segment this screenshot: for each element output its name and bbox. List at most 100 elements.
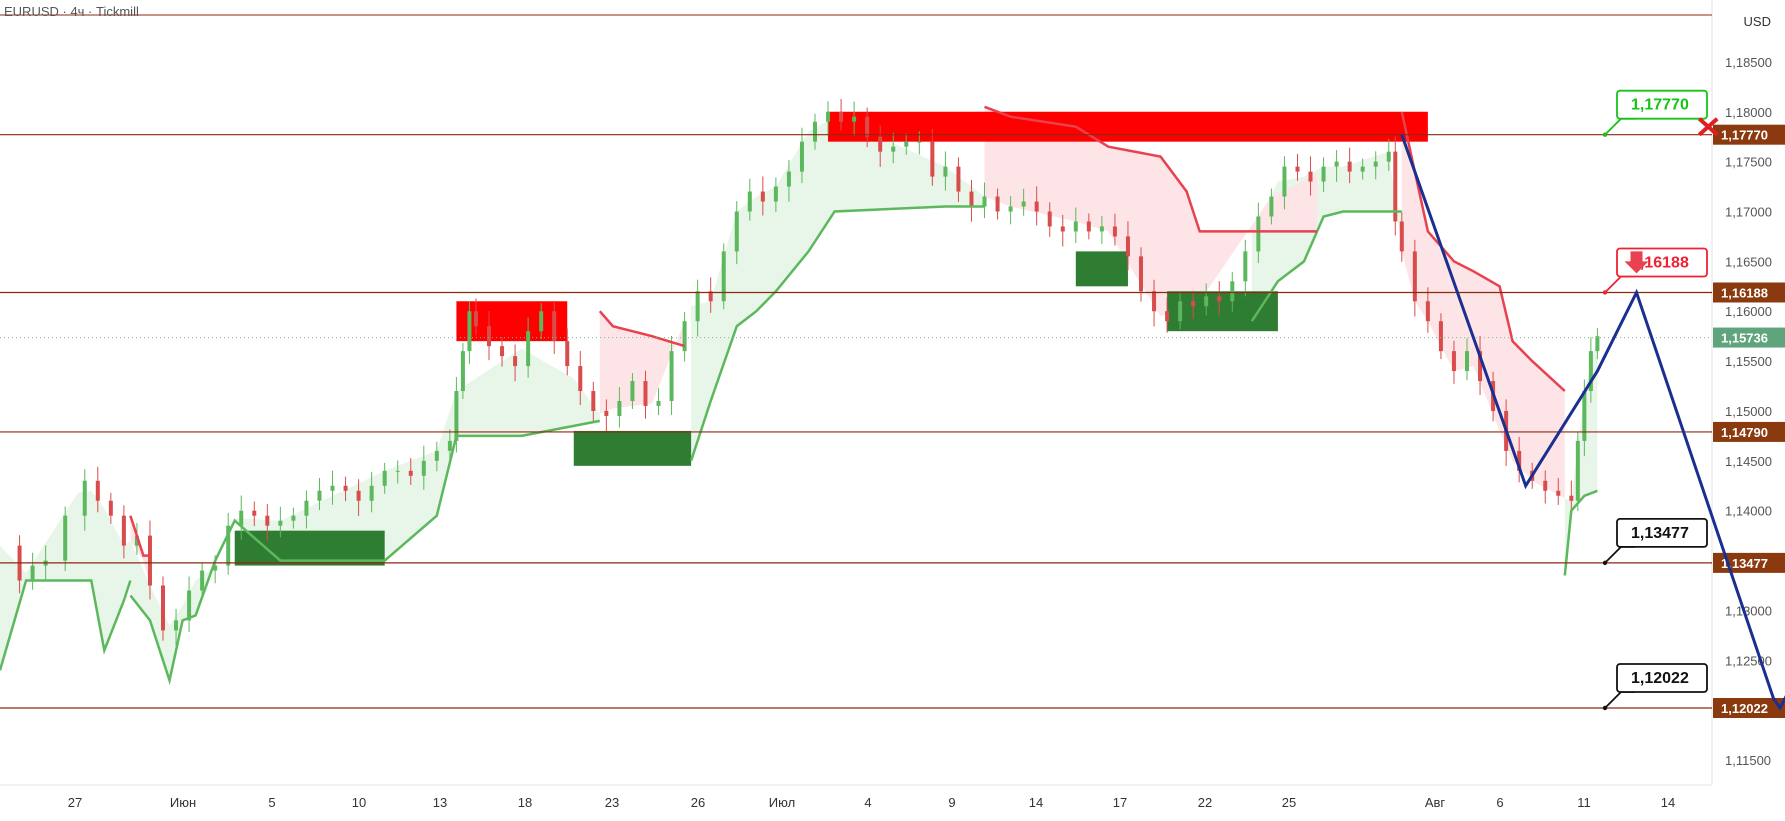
bear-candle — [1347, 161, 1352, 172]
bull-candle — [826, 111, 831, 122]
bear-candle — [578, 366, 583, 392]
y-tick-label: 1,15000 — [1725, 404, 1772, 419]
support-zone — [573, 430, 692, 466]
chart-symbol-title: EURUSD · 4ч · Tickmill — [4, 4, 139, 19]
bull-candle — [695, 291, 700, 322]
bull-candle — [1269, 196, 1274, 217]
bull-candle — [734, 211, 739, 252]
callout-box[interactable] — [1616, 517, 1708, 548]
callout-anchor-dot — [1602, 290, 1608, 295]
bear-candle — [1086, 221, 1091, 232]
callout-anchor-dot — [1602, 560, 1608, 566]
bull-candle — [278, 520, 283, 526]
bear-candle — [1412, 251, 1417, 302]
bull-candle — [1008, 206, 1013, 212]
callout-box[interactable] — [1616, 89, 1708, 120]
bull-candle — [369, 485, 374, 501]
downtrend-stop-line — [129, 515, 150, 557]
downtrend-stop-line — [598, 310, 685, 348]
y-tick-label: 1,11500 — [1725, 753, 1771, 768]
bear-candle — [708, 291, 713, 302]
bull-candle — [174, 620, 179, 631]
bull-candle — [226, 525, 231, 566]
bear-candle — [161, 585, 165, 631]
callout-box[interactable] — [1616, 663, 1708, 693]
bear-candle — [1217, 296, 1222, 302]
bull-candle — [1021, 201, 1026, 207]
x-tick-label: Авг — [1425, 795, 1446, 810]
bull-candle — [539, 311, 544, 332]
downtrend-stop-line — [984, 105, 1317, 233]
bear-candle — [1139, 256, 1143, 292]
bull-candle — [395, 470, 400, 472]
bull-candle — [304, 500, 309, 516]
bull-candle — [943, 166, 948, 177]
uptrend-fill — [130, 348, 600, 681]
bear-candle — [356, 490, 361, 501]
y-tick-label: 1,12500 — [1725, 653, 1772, 668]
bear-candle — [343, 485, 348, 491]
x-tick-label: 10 — [352, 795, 366, 810]
bear-candle — [265, 515, 270, 526]
callout-pointer — [1604, 275, 1635, 294]
bear-candle — [1543, 480, 1548, 491]
bull-candle — [799, 141, 804, 172]
uptrend-stop-line — [689, 205, 985, 462]
bear-candle — [956, 166, 961, 192]
bear-candle — [1438, 321, 1443, 352]
bull-candle — [1334, 161, 1339, 167]
resistance-zone — [456, 301, 568, 342]
bull-candle — [239, 510, 244, 526]
x-tick-label: 18 — [518, 795, 532, 810]
y-tick-label: 1,14500 — [1725, 454, 1772, 469]
level-price-tag — [1713, 421, 1785, 442]
x-tick-label: Июл — [769, 795, 795, 810]
bear-candle — [760, 191, 765, 202]
bear-candle — [1478, 351, 1483, 382]
x-tick-label: 13 — [433, 795, 447, 810]
bull-candle — [1595, 336, 1600, 352]
bull-candle — [1243, 251, 1248, 282]
bull-candle — [1178, 301, 1183, 322]
x-tick-label: 26 — [691, 795, 705, 810]
bear-candle — [1425, 301, 1430, 322]
bull-candle — [1465, 351, 1469, 372]
bear-candle — [487, 326, 491, 347]
bull-candle — [1282, 166, 1287, 197]
down-arrow-icon — [1624, 251, 1649, 274]
bull-candle — [330, 485, 335, 491]
bear-candle — [1047, 211, 1052, 227]
bull-candle — [63, 515, 68, 561]
bear-candle — [1308, 171, 1313, 182]
level-price-tag-text: 1,14790 — [1721, 425, 1768, 440]
bear-candle — [591, 391, 596, 411]
resistance-zone — [828, 111, 1428, 142]
y-tick-label: 1,17000 — [1725, 204, 1772, 219]
x-tick-label: 9 — [948, 795, 955, 810]
bull-candle — [617, 401, 622, 416]
bear-candle — [1152, 291, 1157, 312]
bear-candle — [565, 341, 570, 367]
callout-anchor-dot — [1602, 705, 1608, 711]
x-tick-label: 23 — [605, 795, 619, 810]
level-price-tag-text: 1,12022 — [1721, 701, 1768, 716]
bear-candle — [552, 311, 557, 342]
callout-text: 1,17770 — [1631, 97, 1689, 114]
level-price-tag-text: 1,16188 — [1721, 285, 1768, 300]
current-price-tag — [1713, 327, 1785, 348]
current-price-tag-text: 1,15736 — [1721, 331, 1768, 346]
callout-text: 1,16188 — [1631, 254, 1689, 271]
uptrend-fill — [0, 490, 131, 671]
bull-candle — [1588, 351, 1593, 392]
x-icon — [1697, 117, 1719, 137]
y-tick-label: 1,13000 — [1725, 603, 1772, 618]
bear-candle — [995, 196, 1000, 212]
bull-candle — [813, 121, 817, 142]
bull-candle — [213, 565, 218, 571]
bear-candle — [1060, 226, 1065, 232]
bull-candle — [982, 196, 987, 207]
bull-candle — [187, 590, 192, 621]
bear-candle — [108, 500, 113, 516]
